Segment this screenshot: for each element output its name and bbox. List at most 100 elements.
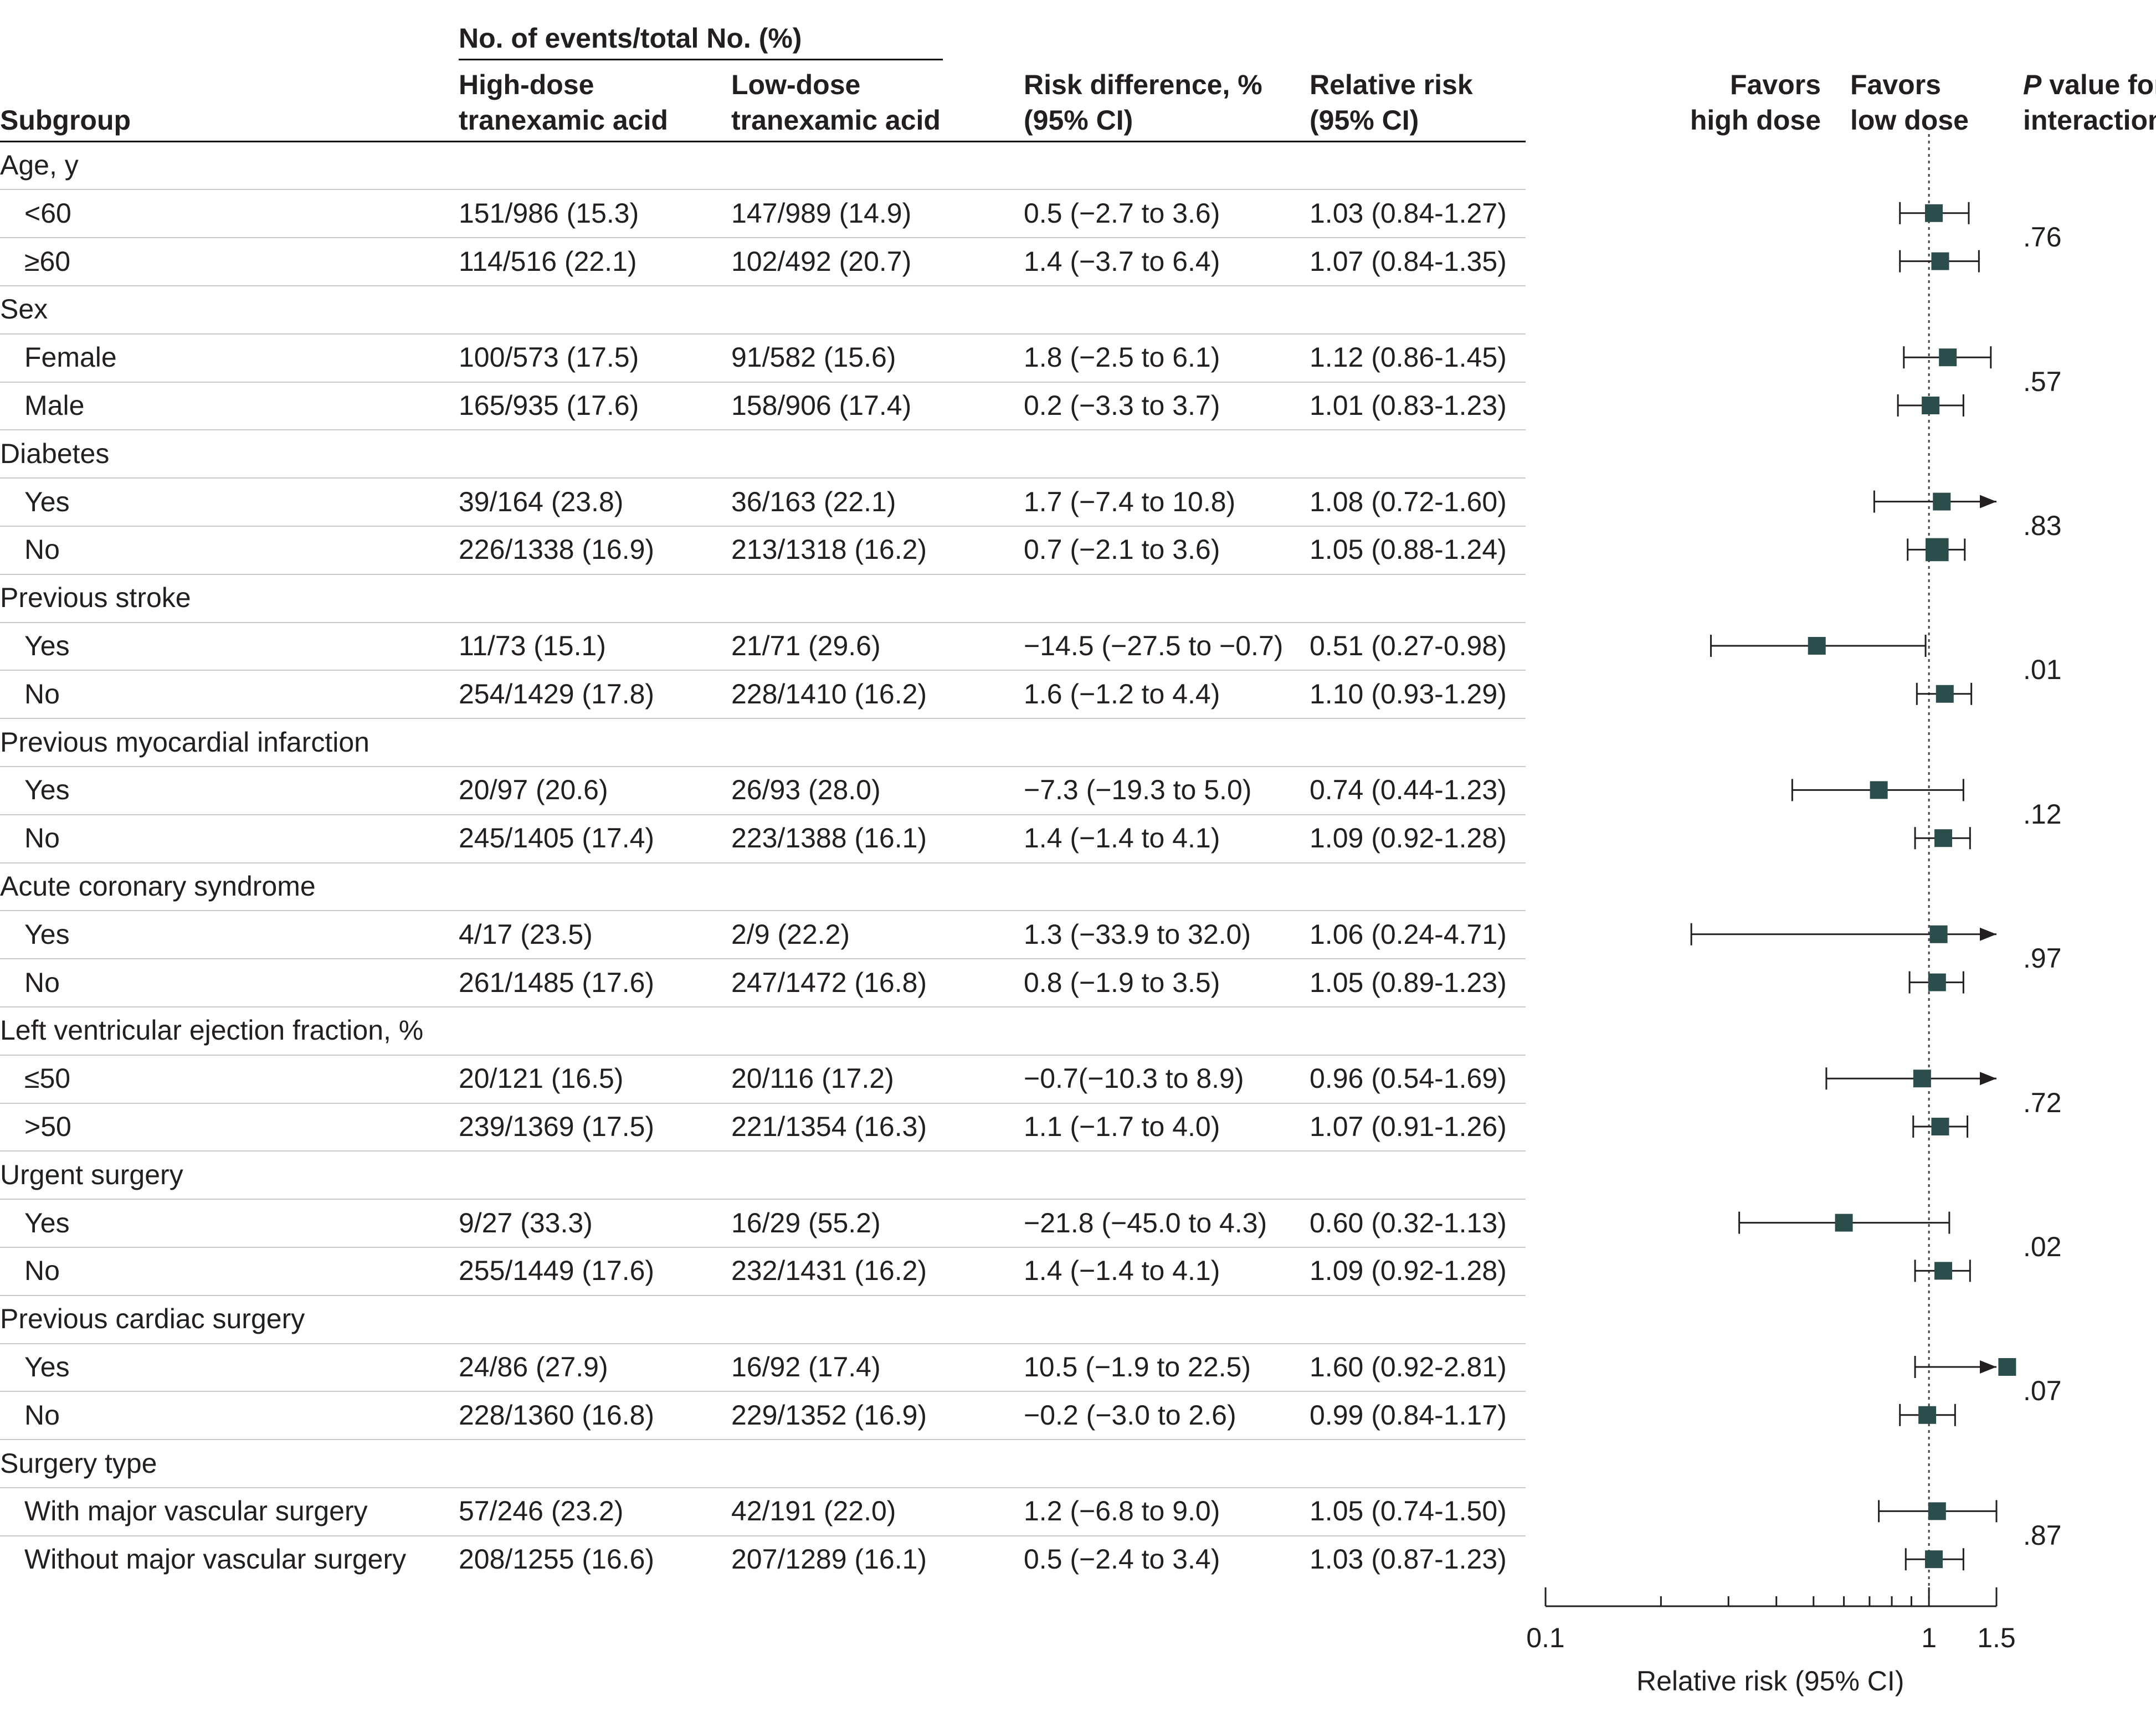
- risk-difference-value: 1.2 (−6.8 to 9.0): [1024, 1495, 1220, 1527]
- low-dose-events: 147/989 (14.9): [731, 197, 912, 229]
- subgroup-header: Subgroup: [0, 105, 131, 136]
- high-dose-events: 24/86 (27.9): [459, 1351, 608, 1382]
- relative-risk-value: 1.07 (0.84-1.35): [1310, 245, 1507, 277]
- relative-risk-value: 1.08 (0.72-1.60): [1310, 486, 1507, 517]
- row-divider: [0, 477, 1526, 479]
- ci-arrow-head: [1980, 1072, 1996, 1086]
- point-estimate-marker: [1913, 1070, 1931, 1088]
- low-dose-events: 223/1388 (16.1): [731, 822, 927, 854]
- row-divider: [0, 766, 1526, 767]
- relative-risk-value: 1.09 (0.92-1.28): [1310, 1255, 1507, 1287]
- high-dose-events: 239/1369 (17.5): [459, 1111, 655, 1142]
- relative-risk-value: 1.60 (0.92-2.81): [1310, 1351, 1507, 1382]
- subgroup-row-label: Male: [24, 390, 85, 421]
- group-label: Diabetes: [0, 438, 110, 469]
- relative-risk-value: 1.07 (0.91-1.26): [1310, 1111, 1507, 1142]
- point-estimate-marker: [1929, 925, 1948, 943]
- p-value-interaction: .76: [2023, 222, 2062, 253]
- risk-difference-value: −0.2 (−3.0 to 2.6): [1024, 1399, 1236, 1431]
- low-dose-events: 221/1354 (16.3): [731, 1111, 927, 1142]
- risk-difference-value: 1.8 (−2.5 to 6.1): [1024, 342, 1220, 373]
- relative-risk-value: 1.05 (0.74-1.50): [1310, 1495, 1507, 1527]
- low-dose-events: 232/1431 (16.2): [731, 1255, 927, 1287]
- subgroup-row-label: No: [24, 967, 60, 998]
- subgroup-row-label: With major vascular surgery: [24, 1495, 368, 1527]
- subgroup-row-label: Without major vascular surgery: [24, 1544, 407, 1575]
- high-dose-events: 39/164 (23.8): [459, 486, 624, 517]
- relative-risk-value: 0.51 (0.27-0.98): [1310, 630, 1507, 661]
- group-label: Acute coronary syndrome: [0, 871, 316, 902]
- low-dose-events: 36/163 (22.1): [731, 486, 896, 517]
- row-divider: [0, 1391, 1526, 1392]
- point-estimate-marker: [1925, 1550, 1943, 1569]
- row-divider: [0, 285, 1526, 286]
- low-dose-events: 207/1289 (16.1): [731, 1544, 927, 1575]
- low-dose-events: 26/93 (28.0): [731, 774, 881, 806]
- risk-difference-value: 0.2 (−3.3 to 3.7): [1024, 390, 1220, 421]
- row-divider: [0, 862, 1526, 863]
- relative-risk-value: 0.99 (0.84-1.17): [1310, 1399, 1507, 1431]
- row-divider: [0, 1247, 1526, 1248]
- relative-risk-value: 0.74 (0.44-1.23): [1310, 774, 1507, 806]
- x-axis-tick-label: 1: [1921, 1622, 1937, 1653]
- point-estimate-marker: [1998, 1358, 2016, 1376]
- favors-low-dose-line1: Favors: [1850, 69, 1941, 100]
- row-divider: [0, 670, 1526, 671]
- high-dose-events: 226/1338 (16.9): [459, 534, 655, 566]
- p-value-interaction: .12: [2023, 798, 2062, 830]
- ci-arrow-head: [1980, 927, 1996, 941]
- relative-risk-value: 1.01 (0.83-1.23): [1310, 390, 1507, 421]
- point-estimate-marker: [1808, 637, 1826, 655]
- low-dose-events: 2/9 (22.2): [731, 918, 850, 950]
- relative-risk-value: 1.06 (0.24-4.71): [1310, 918, 1507, 950]
- p-value-header-text: value for: [2049, 69, 2156, 100]
- subgroup-row-label: No: [24, 1255, 60, 1287]
- group-label: Left ventricular ejection fraction, %: [0, 1015, 424, 1046]
- low-dose-header-line1: Low-dose: [731, 69, 861, 100]
- subgroup-row-label: Yes: [24, 774, 70, 806]
- point-estimate-marker: [1931, 252, 1949, 270]
- high-dose-events: 114/516 (22.1): [459, 245, 637, 277]
- subgroup-row-label: Female: [24, 342, 117, 373]
- risk-difference-value: 1.1 (−1.7 to 4.0): [1024, 1111, 1220, 1142]
- p-value-interaction: .97: [2023, 943, 2062, 974]
- group-label: Surgery type: [0, 1447, 157, 1479]
- low-dose-events: 158/906 (17.4): [731, 390, 912, 421]
- high-dose-events: 20/97 (20.6): [459, 774, 608, 806]
- p-value-header-line1: P value for: [2023, 69, 2156, 101]
- point-estimate-marker: [1922, 397, 1940, 414]
- high-dose-events: 245/1405 (17.4): [459, 822, 655, 854]
- risk-difference-value: 1.4 (−1.4 to 4.1): [1024, 822, 1220, 854]
- x-axis-tick-label: 1.5: [1977, 1622, 2016, 1653]
- header-bottom-rule: [0, 141, 1526, 142]
- subgroup-row-label: Yes: [24, 1207, 70, 1238]
- group-label: Age, y: [0, 150, 79, 181]
- relative-risk-value: 0.60 (0.32-1.13): [1310, 1207, 1507, 1238]
- group-label: Sex: [0, 294, 48, 325]
- relative-risk-value: 1.12 (0.86-1.45): [1310, 342, 1507, 373]
- row-divider: [0, 1343, 1526, 1344]
- relative-risk-value: 0.96 (0.54-1.69): [1310, 1063, 1507, 1094]
- x-axis-title: Relative risk (95% CI): [1636, 1665, 1905, 1697]
- point-estimate-marker: [1835, 1214, 1853, 1232]
- relative-risk-header-line1: Relative risk: [1310, 69, 1473, 100]
- row-divider: [0, 621, 1526, 623]
- row-divider: [0, 1487, 1526, 1488]
- row-divider: [0, 1294, 1526, 1296]
- low-dose-events: 229/1352 (16.9): [731, 1399, 927, 1431]
- subgroup-row-label: Yes: [24, 1351, 70, 1382]
- p-value-interaction: .87: [2023, 1519, 2062, 1551]
- relative-risk-value: 1.09 (0.92-1.28): [1310, 822, 1507, 854]
- row-divider: [0, 1439, 1526, 1441]
- point-estimate-marker: [1870, 781, 1888, 799]
- p-value-interaction: .07: [2023, 1375, 2062, 1407]
- p-value-italic-p: P: [2023, 69, 2042, 100]
- point-estimate-marker: [1925, 538, 1949, 562]
- row-divider: [0, 1006, 1526, 1007]
- subgroup-row-label: ≥60: [24, 245, 71, 277]
- p-value-interaction: .83: [2023, 510, 2062, 541]
- row-divider: [0, 189, 1526, 191]
- relative-risk-header-line2: (95% CI): [1310, 105, 1419, 136]
- p-value-header-line2: interaction: [2023, 105, 2156, 136]
